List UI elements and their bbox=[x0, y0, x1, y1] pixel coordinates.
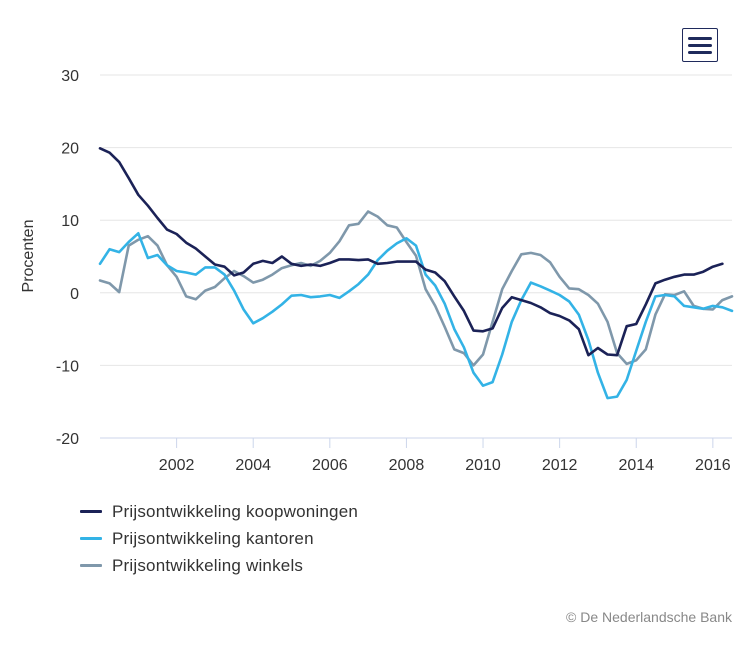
x-tick-label: 2012 bbox=[542, 457, 578, 474]
y-tick-label: -10 bbox=[56, 358, 79, 375]
x-tick-label: 2016 bbox=[695, 457, 731, 474]
y-tick-label: -20 bbox=[56, 431, 79, 448]
series-lines bbox=[98, 147, 734, 400]
legend-item-koopwoningen[interactable]: Prijsontwikkeling koopwoningen bbox=[80, 498, 358, 525]
x-tick-label: 2008 bbox=[389, 457, 425, 474]
legend-label: Prijsontwikkeling kantoren bbox=[112, 528, 314, 548]
hamburger-menu-icon-bar bbox=[688, 43, 712, 47]
y-axis-label: Procenten bbox=[20, 220, 37, 293]
x-tick-label: 2010 bbox=[465, 457, 501, 474]
credits-link[interactable]: © De Nederlandsche Bank bbox=[566, 609, 732, 625]
x-tick-label: 2004 bbox=[235, 457, 271, 474]
legend-swatch bbox=[80, 510, 102, 513]
x-tick-label: 2006 bbox=[312, 457, 348, 474]
x-axis: 2002 2004 2006 2008 2010 2012 2014 2016 bbox=[100, 437, 732, 474]
series-line-kantoren[interactable] bbox=[98, 232, 734, 400]
x-tick-label: 2002 bbox=[159, 457, 195, 474]
legend-swatch bbox=[80, 537, 102, 540]
x-tick-label: 2014 bbox=[618, 457, 654, 474]
series-line-winkels[interactable] bbox=[98, 210, 734, 367]
hamburger-menu-icon-bar bbox=[688, 50, 712, 54]
y-tick-label: 20 bbox=[61, 141, 79, 158]
y-tick-label: 10 bbox=[61, 213, 79, 230]
legend-item-kantoren[interactable]: Prijsontwikkeling kantoren bbox=[80, 525, 358, 552]
series-line-koopwoningen[interactable] bbox=[98, 147, 724, 357]
y-tick-label: 0 bbox=[70, 286, 79, 303]
y-axis-ticks: 30 20 10 0 -10 -20 bbox=[56, 68, 79, 448]
y-tick-label: 30 bbox=[61, 68, 79, 85]
chart-menu-button[interactable] bbox=[682, 28, 718, 62]
legend-label: Prijsontwikkeling winkels bbox=[112, 555, 304, 575]
chart-legend: Prijsontwikkeling koopwoningen Prijsontw… bbox=[80, 498, 358, 579]
legend-item-winkels[interactable]: Prijsontwikkeling winkels bbox=[80, 552, 358, 579]
legend-label: Prijsontwikkeling koopwoningen bbox=[112, 501, 359, 521]
hamburger-menu-icon-bar bbox=[688, 36, 712, 40]
legend-swatch bbox=[80, 564, 102, 567]
